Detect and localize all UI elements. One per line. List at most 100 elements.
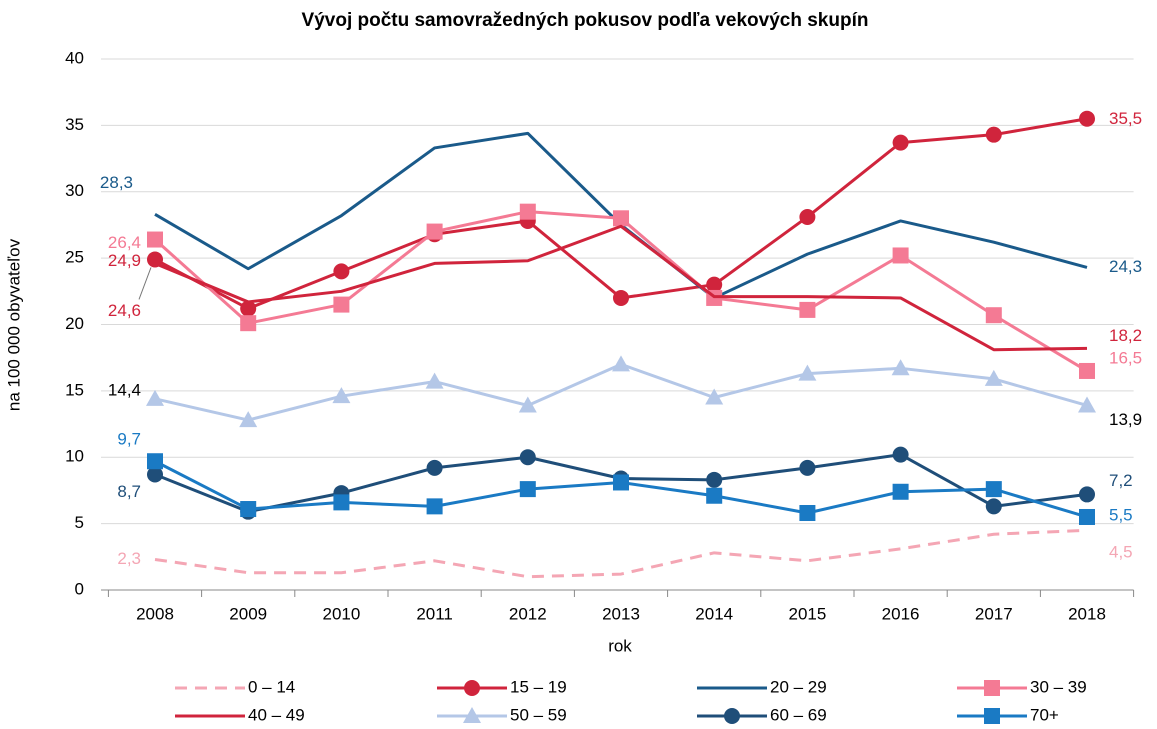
marker bbox=[1078, 396, 1096, 413]
marker bbox=[1079, 362, 1095, 379]
marker bbox=[799, 505, 816, 522]
x-axis-label: rok bbox=[608, 636, 632, 655]
legend-label: 60 – 69 bbox=[770, 705, 827, 724]
series: 14,4 13,9 bbox=[108, 355, 1142, 429]
y-tick-label: 0 bbox=[75, 579, 84, 598]
marker bbox=[892, 446, 909, 463]
data-label: 18,2 bbox=[1109, 326, 1142, 345]
series: 2,3 4,5 bbox=[117, 528, 1133, 579]
x-tick-label: 2011 bbox=[416, 604, 453, 623]
legend-label: 0 – 14 bbox=[248, 677, 295, 696]
legend-label: 30 – 39 bbox=[1030, 677, 1087, 696]
y-tick-label: 5 bbox=[75, 513, 84, 532]
y-tick-label: 10 bbox=[65, 447, 84, 466]
marker bbox=[519, 481, 536, 498]
marker bbox=[799, 301, 816, 318]
x-tick-label: 2012 bbox=[509, 604, 547, 623]
marker bbox=[464, 680, 480, 696]
data-label: 35,5 bbox=[1109, 109, 1142, 128]
data-label: 7,2 bbox=[1109, 471, 1133, 490]
marker bbox=[518, 396, 537, 413]
marker bbox=[332, 387, 351, 404]
series: 9,7 5,5 bbox=[117, 430, 1133, 525]
marker bbox=[147, 231, 163, 248]
legend-label: 20 – 29 bbox=[770, 677, 827, 696]
marker bbox=[1079, 486, 1095, 503]
marker bbox=[985, 498, 1002, 515]
marker bbox=[612, 355, 630, 372]
marker bbox=[240, 300, 257, 317]
x-tick-label: 2009 bbox=[229, 604, 267, 623]
marker bbox=[799, 459, 816, 476]
leader-line bbox=[138, 267, 152, 300]
marker bbox=[984, 680, 1000, 696]
marker bbox=[519, 449, 536, 466]
data-label: 24,3 bbox=[1109, 257, 1142, 276]
marker bbox=[706, 276, 723, 293]
marker bbox=[146, 389, 164, 406]
series-line bbox=[154, 224, 1088, 352]
data-label: 4,5 bbox=[1109, 543, 1133, 562]
marker bbox=[333, 296, 350, 313]
x-tick-label: 2016 bbox=[882, 604, 920, 623]
data-label: 13,9 bbox=[1109, 410, 1142, 429]
marker bbox=[705, 388, 724, 405]
data-label: 8,7 bbox=[117, 482, 141, 501]
y-tick-label: 25 bbox=[65, 248, 84, 267]
marker bbox=[984, 369, 1003, 386]
x-tick-label: 2018 bbox=[1068, 604, 1106, 623]
marker bbox=[426, 459, 443, 476]
marker bbox=[240, 315, 257, 332]
series-line bbox=[154, 528, 1088, 579]
legend-item: 0 – 14 bbox=[175, 677, 295, 696]
marker bbox=[984, 708, 1000, 724]
legend-label: 70+ bbox=[1030, 705, 1059, 724]
marker bbox=[147, 453, 163, 470]
x-tick-label: 2013 bbox=[602, 604, 640, 623]
legend-item: 70+ bbox=[957, 705, 1059, 724]
data-label: 28,3 bbox=[100, 173, 133, 192]
marker bbox=[1079, 508, 1095, 525]
marker bbox=[892, 247, 909, 264]
marker bbox=[798, 364, 817, 381]
marker bbox=[463, 707, 481, 723]
chart-title: Vývoj počtu samovražedných pokusov podľa… bbox=[302, 10, 869, 31]
y-tick-label: 35 bbox=[65, 115, 84, 134]
marker bbox=[724, 708, 740, 724]
marker bbox=[147, 466, 163, 483]
data-label: 9,7 bbox=[117, 430, 141, 449]
marker bbox=[985, 126, 1002, 143]
x-tick-label: 2008 bbox=[136, 604, 174, 623]
y-axis-label: na 100 000 obyvateľov bbox=[4, 238, 23, 411]
y-tick-label: 40 bbox=[65, 48, 84, 67]
y-tick-label: 30 bbox=[65, 181, 84, 200]
marker bbox=[425, 372, 444, 389]
marker bbox=[892, 134, 909, 151]
data-label: 5,5 bbox=[1109, 505, 1133, 524]
data-label: 2,3 bbox=[117, 549, 141, 568]
marker bbox=[519, 203, 536, 220]
legend-label: 40 – 49 bbox=[248, 705, 305, 724]
legend-item: 50 – 59 bbox=[437, 705, 567, 724]
legend-item: 40 – 49 bbox=[175, 705, 305, 724]
data-label: 24,9 bbox=[108, 251, 141, 270]
x-tick-label: 2015 bbox=[788, 604, 826, 623]
data-label: 24,6 bbox=[108, 301, 141, 320]
marker bbox=[706, 471, 723, 488]
legend-item: 60 – 69 bbox=[697, 705, 827, 724]
y-tick-label: 15 bbox=[65, 380, 84, 399]
marker bbox=[985, 307, 1002, 324]
marker bbox=[891, 359, 910, 376]
series-line bbox=[154, 362, 1088, 422]
legend-label: 50 – 59 bbox=[510, 705, 567, 724]
marker bbox=[613, 289, 629, 306]
marker bbox=[613, 210, 629, 227]
marker bbox=[892, 483, 909, 500]
legend-item: 20 – 29 bbox=[697, 677, 827, 696]
y-tick-label: 20 bbox=[65, 314, 84, 333]
series: 26,4 16,5 bbox=[108, 203, 1142, 379]
x-tick-label: 2014 bbox=[695, 604, 733, 623]
legend-label: 15 – 19 bbox=[510, 677, 567, 696]
marker bbox=[333, 494, 350, 511]
marker bbox=[426, 498, 443, 515]
